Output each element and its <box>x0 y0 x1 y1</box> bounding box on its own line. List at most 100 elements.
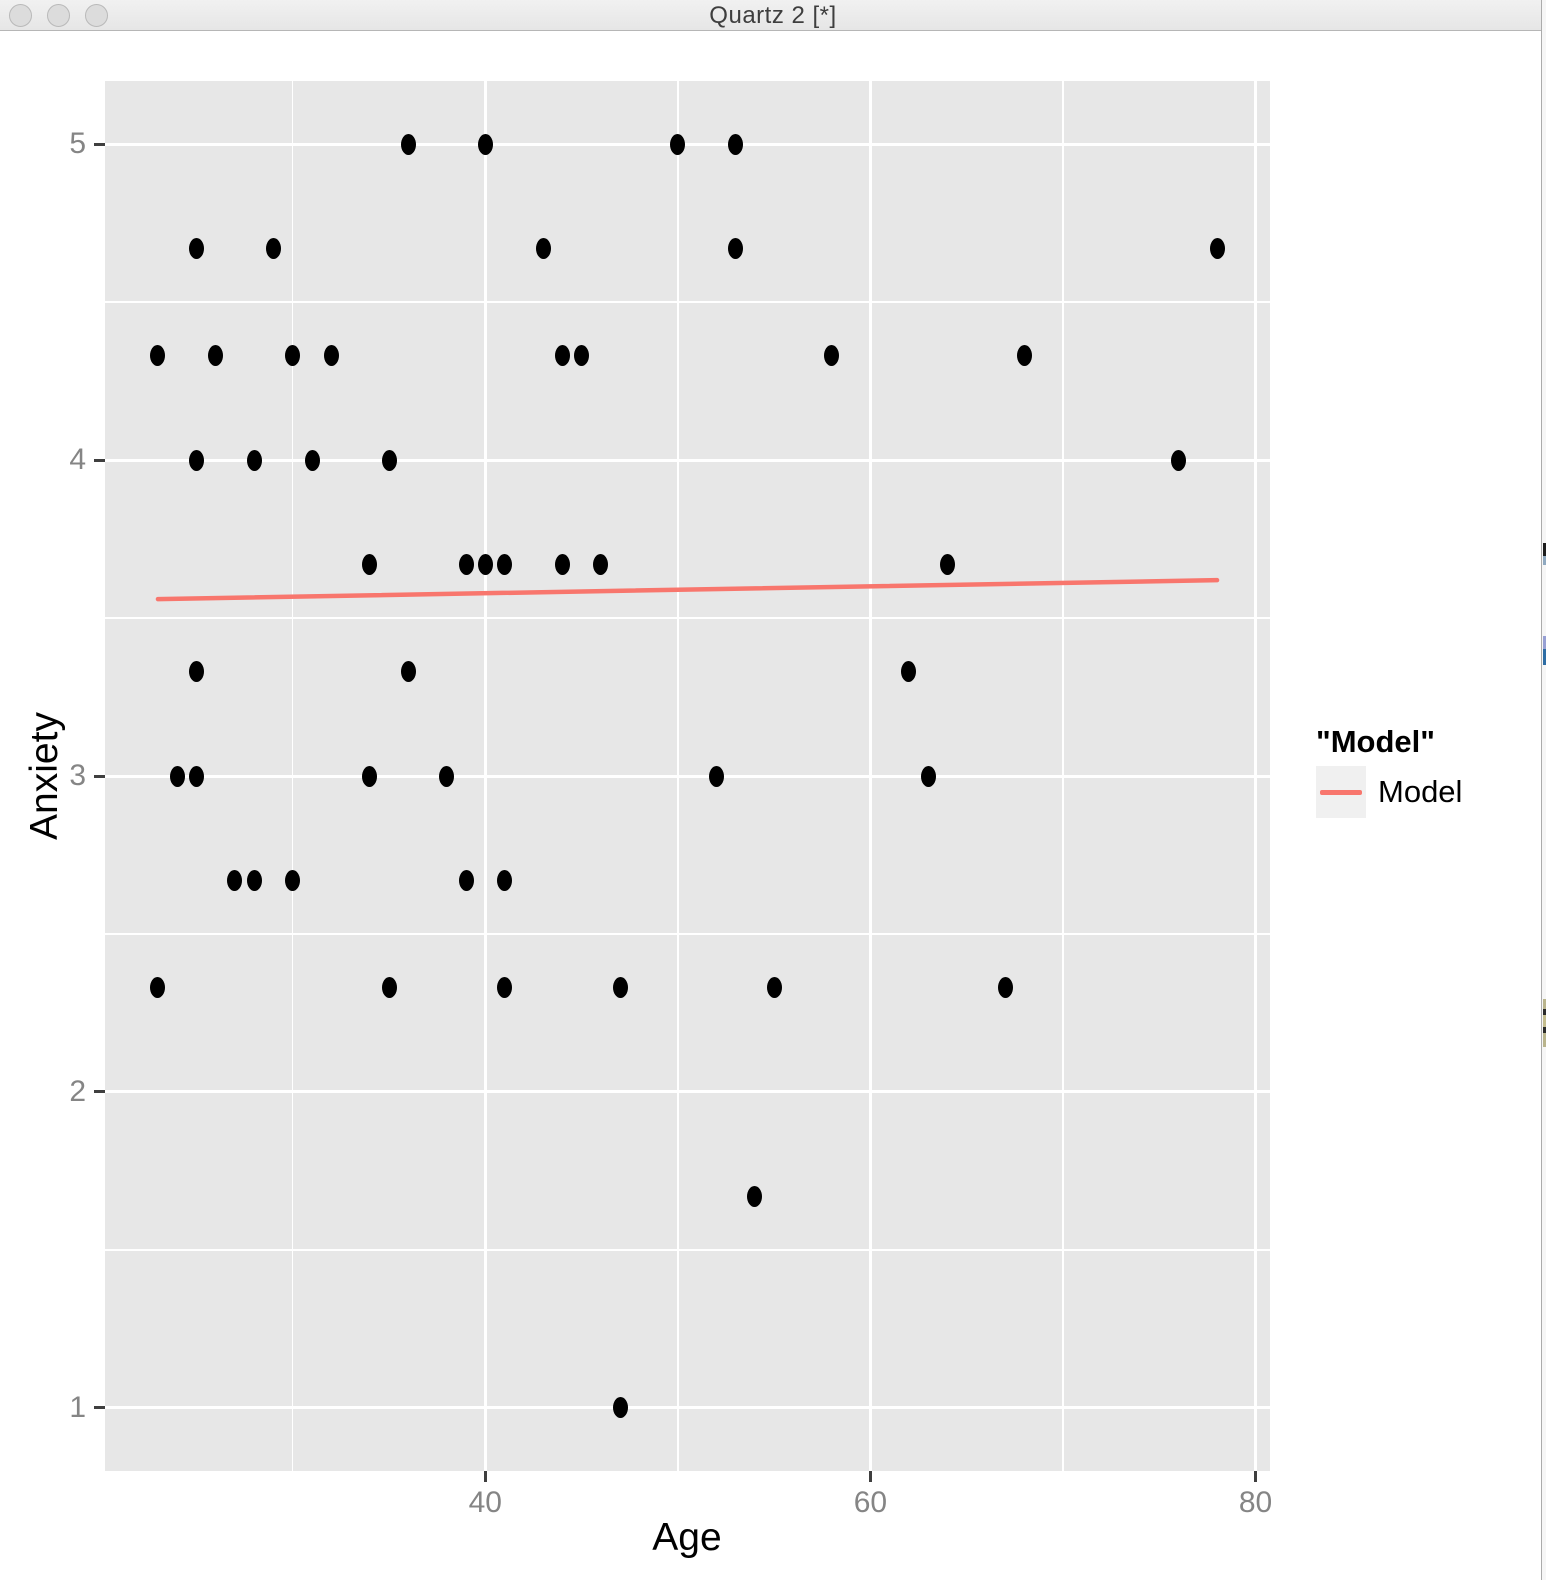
data-point <box>1171 449 1187 471</box>
data-point <box>285 869 301 891</box>
data-point <box>497 553 513 575</box>
y-axis-tick-mark <box>94 774 105 778</box>
y-axis-title: Anxiety <box>23 712 66 840</box>
window-title: Quartz 2 [*] <box>709 2 837 29</box>
minor-gridline-y <box>105 1249 1270 1251</box>
data-point <box>535 237 551 259</box>
data-point <box>554 345 570 367</box>
data-point <box>400 661 416 683</box>
data-point <box>150 977 166 999</box>
edge-fragment <box>1543 1015 1546 1027</box>
data-point <box>362 765 378 787</box>
y-axis-tick-label: 1 <box>69 1390 86 1424</box>
y-axis-tick-label: 3 <box>69 759 86 792</box>
data-point <box>381 977 397 999</box>
data-point <box>381 449 397 471</box>
data-point <box>362 553 378 575</box>
edge-fragment <box>1543 1033 1546 1047</box>
edge-fragment <box>1543 556 1546 565</box>
data-point <box>458 553 474 575</box>
close-button[interactable] <box>9 4 32 27</box>
x-axis-tick-label: 60 <box>853 1486 888 1519</box>
data-point <box>150 345 166 367</box>
data-point <box>188 449 204 471</box>
data-point <box>400 133 416 155</box>
data-point <box>612 977 628 999</box>
plot-panel <box>105 81 1270 1471</box>
data-point <box>458 869 474 891</box>
data-point <box>766 977 782 999</box>
data-point <box>265 237 281 259</box>
data-point <box>477 133 493 155</box>
window-titlebar[interactable]: Quartz 2 [*] <box>0 0 1546 31</box>
model-regression-line <box>155 577 1220 602</box>
y-axis-tick-label: 5 <box>69 127 86 161</box>
data-point <box>1209 237 1225 259</box>
data-point <box>304 449 320 471</box>
data-point <box>997 977 1013 999</box>
data-point <box>593 553 609 575</box>
data-point <box>747 1185 763 1207</box>
legend-title: "Model" <box>1316 724 1435 759</box>
data-point <box>574 345 590 367</box>
edge-fragment <box>1543 999 1546 1009</box>
edge-fragment <box>1543 636 1546 649</box>
data-point <box>554 553 570 575</box>
x-axis-tick-mark <box>1254 1471 1258 1482</box>
data-point <box>439 765 455 787</box>
data-point <box>939 553 955 575</box>
minor-gridline-y <box>105 301 1270 303</box>
data-point <box>901 661 917 683</box>
y-axis-tick-mark <box>94 1090 105 1094</box>
x-axis-title: Age <box>652 1516 722 1559</box>
edge-fragment <box>1543 1027 1546 1033</box>
data-point <box>824 345 840 367</box>
data-point <box>246 869 262 891</box>
data-point <box>188 765 204 787</box>
data-point <box>728 133 744 155</box>
y-axis-tick-mark <box>94 1406 105 1410</box>
data-point <box>920 765 936 787</box>
x-axis-tick-label: 80 <box>1238 1486 1273 1519</box>
major-gridline-y <box>105 774 1270 778</box>
major-gridline-y <box>105 142 1270 146</box>
edge-fragment <box>1543 649 1546 665</box>
data-point <box>188 237 204 259</box>
data-point <box>708 765 724 787</box>
legend-key <box>1316 766 1366 818</box>
y-axis-tick-label: 4 <box>69 443 86 477</box>
data-point <box>497 869 513 891</box>
data-point <box>323 345 339 367</box>
legend-entry-label: Model <box>1378 774 1463 809</box>
data-point <box>246 449 262 471</box>
major-gridline-y <box>105 1406 1270 1410</box>
major-gridline-y <box>105 1090 1270 1094</box>
x-axis-tick-mark <box>483 1471 487 1482</box>
background-window-sliver <box>1541 0 1546 1580</box>
legend-key-model-line-icon <box>1320 790 1362 795</box>
data-point <box>169 765 185 787</box>
minor-gridline-y <box>105 617 1270 619</box>
minor-gridline-y <box>105 933 1270 935</box>
data-point <box>728 237 744 259</box>
y-axis-tick-label: 2 <box>69 1074 86 1108</box>
data-point <box>188 661 204 683</box>
data-point <box>227 869 243 891</box>
major-gridline-y <box>105 458 1270 462</box>
data-point <box>670 133 686 155</box>
y-axis-tick-mark <box>94 458 105 462</box>
data-point <box>612 1397 628 1419</box>
x-axis-tick-label: 40 <box>468 1486 502 1519</box>
minimize-button[interactable] <box>47 4 70 27</box>
data-point <box>477 553 493 575</box>
zoom-button[interactable] <box>85 4 108 27</box>
edge-fragment <box>1543 1009 1546 1015</box>
y-axis-tick-mark <box>94 142 105 146</box>
x-axis-tick-mark <box>868 1471 872 1482</box>
data-point <box>1016 345 1032 367</box>
edge-fragment <box>1543 543 1546 556</box>
data-point <box>497 977 513 999</box>
data-point <box>285 345 301 367</box>
data-point <box>208 345 224 367</box>
